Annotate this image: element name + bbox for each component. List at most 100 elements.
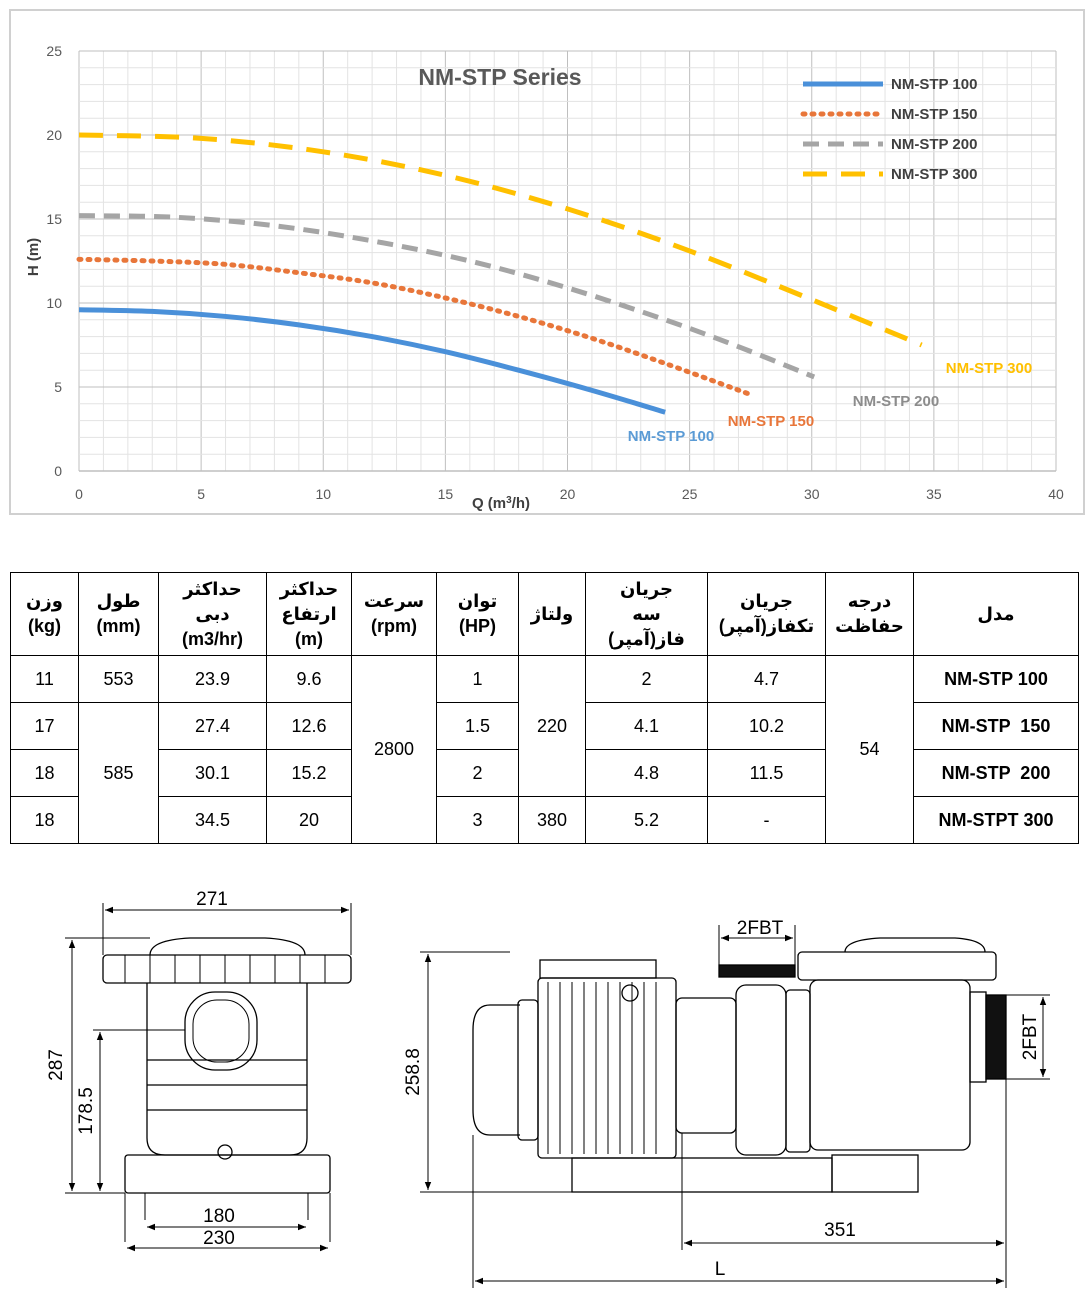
x-tick-label: 35: [926, 486, 942, 502]
side-view: [420, 925, 1050, 1288]
pump-body: [146, 983, 308, 1156]
y-tick-label: 10: [46, 295, 62, 311]
cell-weight: 11: [10, 655, 79, 703]
pump-volute: [735, 984, 787, 1156]
strainer-lid: [844, 937, 986, 953]
pump-base: [124, 1154, 331, 1194]
header-length: طول (mm): [78, 572, 159, 656]
chart-grid: [78, 50, 1057, 472]
coupling: [675, 997, 737, 1134]
x-axis-label-text: Q (m: [472, 495, 506, 512]
header-model: مدل: [913, 572, 1079, 656]
x-tick-label: 10: [315, 486, 331, 502]
cell-model: NM-STP 150: [913, 702, 1079, 750]
legend-label: NM-STP 200: [891, 136, 977, 153]
cell-three-phase: 2: [585, 655, 708, 703]
cell-model: NM-STP 100: [913, 655, 1079, 703]
cell-three-phase: 4.1: [585, 702, 708, 750]
cell-three-phase: 5.2: [585, 796, 708, 844]
dim-height-total: 287: [46, 1049, 67, 1081]
y-tick-label: 15: [46, 211, 62, 227]
x-tick-label: 5: [197, 486, 205, 502]
x-tick-label: 25: [682, 486, 698, 502]
dim-length-total: L: [715, 1259, 726, 1280]
lid-dome: [149, 937, 306, 956]
cell-power: 1: [436, 655, 519, 703]
table-row: NM-STPT 300 - 5.2 380 3 20 34.5 18: [10, 796, 1079, 844]
lid-ring: [102, 954, 352, 984]
dim-base-outer: 230: [203, 1228, 235, 1249]
table-row: NM-STP 100 54 4.7 2 220 1 2800 9.6 23.9 …: [10, 655, 1079, 844]
x-tick-label: 0: [75, 486, 83, 502]
series-line-3: [78, 213, 816, 380]
series-end-label: NM-STP 300: [946, 360, 1032, 377]
dim-height-inlet: 178.5: [76, 1087, 97, 1135]
x-axis-label: Q (m3/h): [472, 495, 530, 513]
header-speed: سرعت (rpm): [351, 572, 437, 656]
table-header-row: مدل درجه حفاظت جریان تکفاز(آمپر) جریان س…: [10, 572, 1079, 656]
dim-length-motor: 351: [824, 1220, 856, 1241]
top-thread: [718, 964, 796, 978]
cell-max-flow: 30.1: [158, 749, 267, 797]
cell-power: 1.5: [436, 702, 519, 750]
chart-title: NM-STP Series: [418, 64, 581, 90]
series-end-label: NM-STP 100: [628, 428, 714, 445]
cell-max-flow: 23.9: [158, 655, 267, 703]
legend-label: NM-STP 100: [891, 76, 977, 93]
dim-base-inner: 180: [203, 1206, 235, 1227]
dim-side-height: 258.8: [403, 1048, 424, 1096]
cell-protection: 54: [825, 655, 914, 844]
table-row: NM-STP 150 10.2 4.1 1.5 12.6 27.4 585 17: [10, 702, 1079, 844]
y-tick-label: 20: [46, 127, 62, 143]
header-power: توان (HP): [436, 572, 519, 656]
header-protection: درجه حفاظت: [825, 572, 914, 656]
cell-speed: 2800: [351, 655, 437, 844]
dim-thread-top: 2FBT: [737, 918, 784, 939]
cell-power: 3: [436, 796, 519, 844]
cell-single-phase: -: [707, 796, 826, 844]
legend-label: NM-STP 150: [891, 106, 977, 123]
series-end-label: NM-STP 150: [728, 413, 814, 430]
cell-length: 553: [78, 655, 159, 703]
cell-voltage: 380: [518, 796, 586, 844]
series-end-label: NM-STP 200: [853, 393, 939, 410]
y-tick-label: 5: [54, 379, 62, 395]
series-line-2: [76, 256, 751, 397]
cell-weight: 18: [10, 796, 79, 844]
x-tick-label: 20: [560, 486, 576, 502]
cell-max-flow: 34.5: [158, 796, 267, 844]
cell-three-phase: 4.8: [585, 749, 708, 797]
x-axis-label-unit: /h): [512, 495, 530, 512]
header-voltage: ولتاژ: [518, 572, 586, 656]
cell-model: NM-STP 200: [913, 749, 1079, 797]
motor-end-cap: [472, 1004, 520, 1136]
header-three-phase: جریان سه فاز(آمپر): [585, 572, 708, 656]
spec-table: مدل درجه حفاظت جریان تکفاز(آمپر) جریان س…: [10, 572, 1079, 844]
cell-length: 585: [78, 702, 159, 844]
y-tick-label: 0: [54, 463, 62, 479]
x-tick-label: 30: [804, 486, 820, 502]
terminal-box: [539, 959, 657, 979]
pump-drawing: 271 287 178.5 180 230: [46, 889, 1050, 1288]
cell-weight: 18: [10, 749, 79, 797]
dim-width-top: 271: [196, 889, 228, 910]
header-max-head: حداکثر ارتفاع (m): [266, 572, 352, 656]
header-single-phase: جریان تکفاز(آمپر): [707, 572, 826, 656]
motor-body: [537, 977, 677, 1159]
cell-voltage: 220: [518, 655, 586, 797]
cell-max-head: 20: [266, 796, 352, 844]
header-weight: وزن (kg): [10, 572, 79, 656]
chart-axes: 0 5 10 15 20 25 30 35 40 0 5 10 15 20 25: [46, 43, 1064, 502]
cell-single-phase: 4.7: [707, 655, 826, 703]
y-axis-label: H (m): [25, 238, 42, 276]
cell-power: 2: [436, 749, 519, 797]
legend-label: NM-STP 300: [891, 166, 977, 183]
chart-legend: NM-STP 100 NM-STP 150 NM-STP 200 NM-STP 300: [800, 76, 977, 183]
cell-model: NM-STPT 300: [913, 796, 1079, 844]
drain-plug: [217, 1144, 233, 1160]
pump-curve-chart: 0 5 10 15 20 25 30 35 40 0 5 10 15 20 25 NM-STP 100 NM-…: [9, 9, 1085, 515]
cell-max-head: 9.6: [266, 655, 352, 703]
x-tick-label: 40: [1048, 486, 1064, 502]
chart-series: NM-STP 100 NM-STP 150 NM-STP 200 NM-STP 300: [76, 132, 1032, 445]
